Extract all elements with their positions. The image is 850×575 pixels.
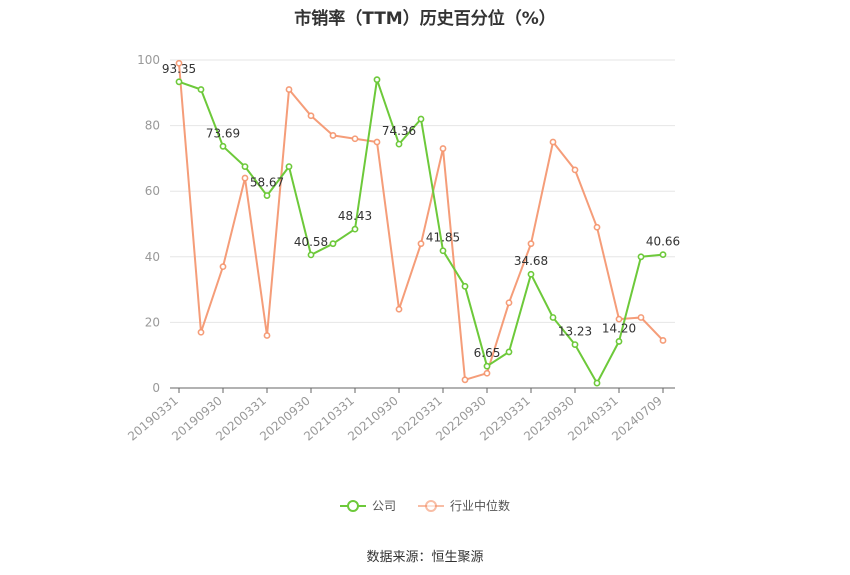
legend: 公司 行业中位数 [0, 497, 850, 514]
company-point[interactable] [615, 338, 623, 345]
industry-point[interactable] [659, 337, 667, 344]
y-tick-label: 20 [145, 315, 160, 329]
industry-point[interactable] [527, 240, 535, 248]
legend-label-company: 公司 [371, 499, 396, 513]
data-label: 40.58 [294, 235, 328, 249]
industry-point[interactable] [197, 328, 205, 336]
line-chart: 0 20 40 60 80 100 201903312019093020200331202… [125, 53, 680, 444]
industry-point[interactable] [263, 332, 271, 339]
y-tick-label: 0 [152, 381, 160, 395]
industry-point[interactable] [439, 145, 447, 152]
company-point[interactable] [417, 115, 425, 123]
y-tick-label: 100 [137, 53, 160, 67]
company-point[interactable] [527, 270, 535, 278]
data-label: 93.35 [162, 62, 196, 76]
company-point[interactable] [549, 314, 557, 321]
series-company [175, 76, 667, 387]
industry-point[interactable] [373, 138, 381, 146]
company-point[interactable] [395, 140, 403, 148]
company-point[interactable] [263, 192, 271, 199]
data-label: 74.36 [382, 124, 416, 138]
industry-point[interactable] [615, 315, 623, 323]
industry-point[interactable] [593, 223, 601, 231]
company-point[interactable] [505, 348, 513, 356]
company-point[interactable] [197, 86, 205, 93]
company-point[interactable] [439, 247, 447, 255]
industry-point[interactable] [241, 174, 249, 182]
industry-point[interactable] [505, 299, 513, 307]
grid-lines [170, 59, 675, 323]
industry-point[interactable] [395, 305, 403, 313]
data-label: 41.85 [426, 231, 460, 245]
industry-point[interactable] [637, 314, 645, 321]
legend-item-industry[interactable]: 行业中位数 [418, 497, 510, 514]
x-axis: 2019033120190930202003312020093020210331… [125, 387, 675, 444]
industry-point[interactable] [483, 369, 491, 377]
company-point[interactable] [241, 163, 249, 170]
y-tick-label: 80 [145, 119, 160, 133]
legend-industry-marker-icon [418, 499, 444, 512]
industry-point[interactable] [461, 376, 469, 384]
data-label: 13.23 [558, 325, 592, 339]
company-point[interactable] [659, 251, 667, 259]
company-point[interactable] [351, 225, 359, 233]
data-label: 58.67 [250, 176, 284, 190]
company-point[interactable] [483, 362, 491, 370]
company-point[interactable] [175, 78, 183, 86]
industry-point[interactable] [219, 263, 227, 271]
legend-item-company[interactable]: 公司 [339, 497, 396, 514]
company-point[interactable] [461, 282, 469, 290]
data-labels: 93.35 73.69 58.67 40.58 48.43 74.36 41.85 6.65 3… [162, 62, 680, 360]
company-point[interactable] [373, 76, 381, 84]
chart-title: 市销率（TTM）历史百分位（%） [294, 9, 556, 29]
y-tick-label: 60 [145, 184, 160, 198]
y-tick-label: 40 [145, 250, 160, 264]
data-source: 数据来源：恒生聚源 [366, 550, 484, 565]
company-point[interactable] [219, 142, 227, 150]
company-point[interactable] [593, 379, 601, 387]
industry-point[interactable] [307, 112, 315, 120]
data-label: 14.20 [602, 321, 636, 335]
industry-point[interactable] [351, 135, 359, 143]
industry-point[interactable] [571, 166, 579, 174]
industry-point[interactable] [285, 86, 293, 93]
industry-point[interactable] [417, 240, 425, 248]
data-label: 48.43 [338, 209, 372, 223]
company-point[interactable] [307, 251, 315, 259]
data-label: 6.65 [474, 346, 501, 360]
company-point[interactable] [637, 253, 645, 261]
y-axis: 0 20 40 60 80 100 [137, 53, 160, 395]
legend-label-industry: 行业中位数 [450, 499, 511, 513]
legend-company-marker-icon [339, 499, 366, 512]
industry-point[interactable] [549, 138, 557, 146]
industry-point[interactable] [175, 59, 183, 67]
company-point[interactable] [285, 163, 293, 170]
data-label: 40.66 [646, 235, 680, 249]
series-industry-median [175, 59, 667, 384]
data-label: 34.68 [514, 254, 548, 268]
company-point[interactable] [571, 341, 579, 349]
industry-point[interactable] [329, 132, 337, 139]
data-label: 73.69 [206, 126, 240, 140]
company-point[interactable] [329, 240, 337, 248]
